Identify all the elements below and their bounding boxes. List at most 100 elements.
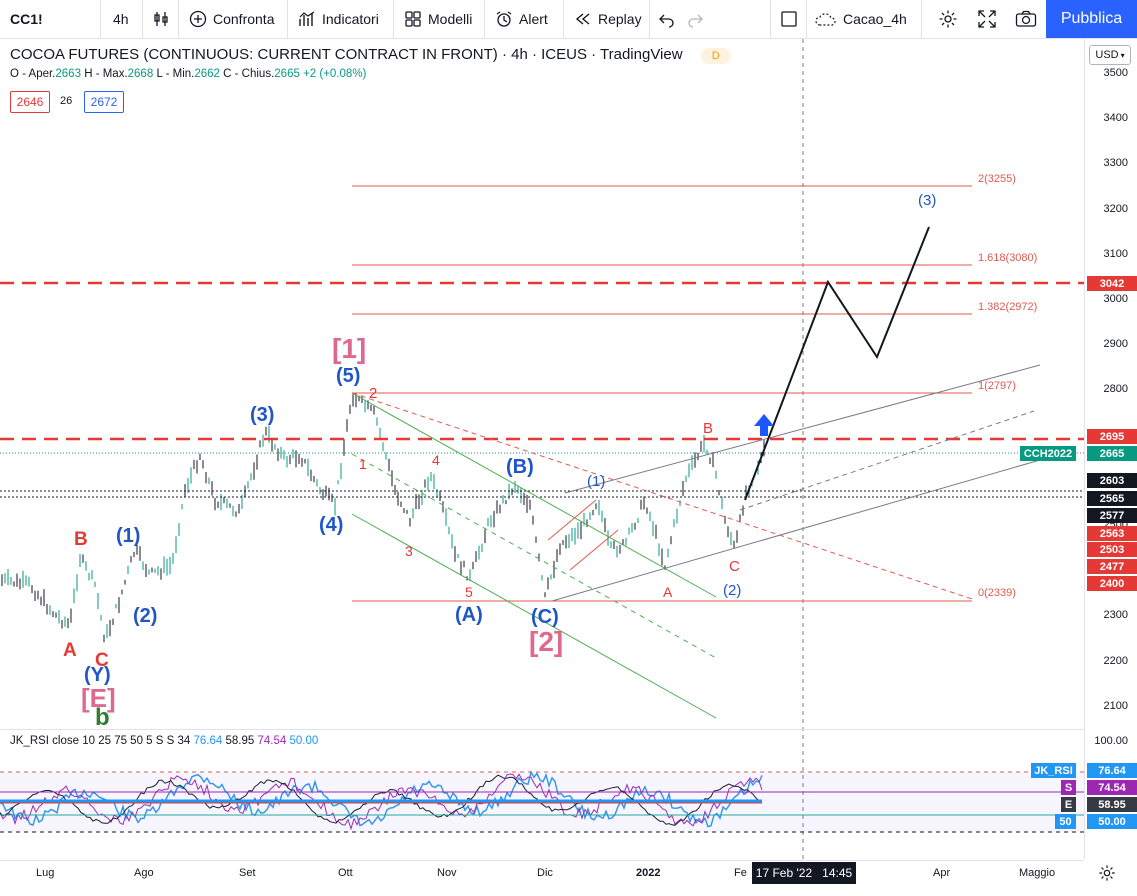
wave-label-c: (C) bbox=[531, 606, 559, 628]
price-tag-2565: 2565 bbox=[1087, 491, 1137, 506]
currency-selector[interactable]: USD ▾ bbox=[1089, 45, 1131, 65]
price-tick-label: 2300 bbox=[1103, 609, 1128, 622]
fib-label-1382: 1.382(2972) bbox=[978, 301, 1038, 313]
wave-label-b: (B) bbox=[506, 456, 534, 478]
toolbar-divider bbox=[921, 0, 922, 38]
fib-label-1618: 1.618(3080) bbox=[978, 252, 1038, 264]
rsi-legend: JK_RSI close 10 25 75 50 5 S S 34 76.64 … bbox=[10, 735, 319, 747]
wave-label-5: (5) bbox=[336, 365, 361, 387]
alert-button[interactable]: Alert bbox=[495, 0, 548, 38]
snapshot-button[interactable] bbox=[1015, 0, 1043, 38]
wave-label-2-minor: 2 bbox=[369, 385, 378, 402]
time-label: Nov bbox=[437, 867, 457, 879]
wave-label-1-right: (1) bbox=[587, 473, 606, 490]
d-badge: D bbox=[700, 48, 731, 64]
wave-label-2-left: (2) bbox=[133, 605, 158, 627]
plus-circle-icon bbox=[189, 10, 207, 28]
settings-gear-bottom[interactable] bbox=[1098, 864, 1116, 887]
symbol-search[interactable]: CC1! bbox=[10, 0, 43, 38]
chevron-down-icon: ▾ bbox=[1120, 50, 1125, 60]
symbol-label: CC1! bbox=[10, 11, 43, 27]
wave-label-a-left: A bbox=[63, 640, 77, 661]
price-tick-label: 2800 bbox=[1103, 383, 1128, 396]
price-chart[interactable] bbox=[0, 39, 1084, 859]
wave-label-a-right: A bbox=[663, 584, 673, 600]
redo-icon bbox=[688, 14, 703, 28]
time-label: Ago bbox=[134, 867, 154, 879]
price-axis[interactable]: USD▾ 35003400330032003100300029002800270… bbox=[1084, 39, 1137, 859]
gear-icon bbox=[939, 10, 957, 28]
replay-button[interactable]: Replay bbox=[574, 0, 642, 38]
bid-box[interactable]: 2646 bbox=[10, 91, 50, 113]
price-tick-label: 3300 bbox=[1103, 157, 1128, 170]
time-axis[interactable]: Lug Ago Set Ott Nov Dic 2022 Fe Apr Magg… bbox=[0, 860, 1084, 896]
green-channel-lower bbox=[351, 513, 717, 719]
time-label: Dic bbox=[537, 867, 553, 879]
grid-icon bbox=[405, 11, 421, 27]
price-tag-2477: 2477 bbox=[1087, 559, 1137, 574]
toolbar-divider bbox=[484, 0, 485, 38]
price-tick-label: 2100 bbox=[1103, 699, 1128, 712]
time-label: 2022 bbox=[636, 867, 661, 879]
pane-divider[interactable] bbox=[0, 729, 1084, 730]
price-tag-last: 2665 bbox=[1087, 446, 1137, 461]
price-tick-label: 3200 bbox=[1103, 202, 1128, 215]
toolbar-divider bbox=[770, 0, 771, 38]
projection-path[interactable] bbox=[744, 226, 930, 501]
fib-label-1: 1(2797) bbox=[978, 380, 1016, 392]
undo-button[interactable] bbox=[658, 0, 682, 38]
square-icon bbox=[781, 11, 797, 27]
time-label: Lug bbox=[36, 867, 55, 879]
price-tag-2695: 2695 bbox=[1087, 429, 1137, 444]
camera-icon bbox=[1015, 10, 1037, 27]
rsi-e-tag: 58.95 bbox=[1087, 797, 1137, 812]
toolbar-divider bbox=[178, 0, 179, 38]
indicators-label: Indicatori bbox=[322, 11, 379, 27]
red-small-channel bbox=[547, 499, 597, 541]
chart-type-button[interactable] bbox=[152, 0, 176, 38]
time-label: Apr bbox=[933, 867, 951, 879]
wave-label-2-right: (2) bbox=[723, 582, 742, 599]
compare-button[interactable]: Confronta bbox=[189, 0, 274, 38]
alert-label: Alert bbox=[519, 11, 548, 27]
wave-label-a: (A) bbox=[455, 604, 483, 626]
wave-label-1-minor: 1 bbox=[359, 456, 367, 472]
wave-label-b-green: b bbox=[95, 704, 110, 728]
drawings-layer bbox=[0, 39, 1084, 859]
settings-button[interactable] bbox=[938, 0, 964, 38]
cloud-icon bbox=[815, 13, 836, 26]
toolbar-divider bbox=[649, 0, 650, 38]
publish-button[interactable]: Pubblica bbox=[1046, 0, 1137, 38]
wave-label-3-target: (3) bbox=[918, 192, 937, 209]
fullscreen-icon bbox=[978, 10, 996, 28]
ask-box[interactable]: 2672 bbox=[84, 91, 124, 113]
layout-button[interactable] bbox=[780, 0, 804, 38]
interval-label: 4h bbox=[113, 11, 129, 27]
crosshair-date: 17 Feb '22 14:45 bbox=[752, 862, 856, 884]
rsi-value-tag: 76.64 bbox=[1087, 763, 1137, 778]
arrow-up-icon bbox=[754, 414, 774, 436]
toolbar-divider bbox=[100, 0, 101, 38]
wave-label-b-right: B bbox=[703, 420, 714, 437]
layout-name-button[interactable]: Cacao_4h bbox=[815, 0, 907, 38]
fullscreen-button[interactable] bbox=[977, 0, 1003, 38]
interval-button[interactable]: 4h bbox=[113, 0, 129, 38]
wave-label-1-left: (1) bbox=[116, 525, 141, 547]
rewind-icon bbox=[575, 13, 590, 25]
price-tick-label: 3500 bbox=[1103, 67, 1128, 79]
rsi-e-label: E bbox=[1061, 797, 1076, 812]
rsi-name-tag: JK_RSI bbox=[1031, 763, 1076, 778]
time-label: Maggio bbox=[1019, 867, 1056, 879]
replay-label: Replay bbox=[598, 11, 642, 27]
wave-label-1-major: [1] bbox=[332, 333, 367, 364]
templates-button[interactable]: Modelli bbox=[404, 0, 472, 38]
redo-button[interactable] bbox=[686, 0, 710, 38]
candles-icon bbox=[154, 12, 168, 26]
indicators-icon bbox=[299, 11, 315, 26]
wave-label-c-right: C bbox=[729, 558, 740, 575]
indicators-button[interactable]: Indicatori bbox=[298, 0, 379, 38]
publish-label: Pubblica bbox=[1060, 10, 1123, 27]
green-channel-upper bbox=[351, 392, 717, 598]
currency-label: USD bbox=[1095, 49, 1119, 61]
rsi-line bbox=[0, 773, 763, 831]
